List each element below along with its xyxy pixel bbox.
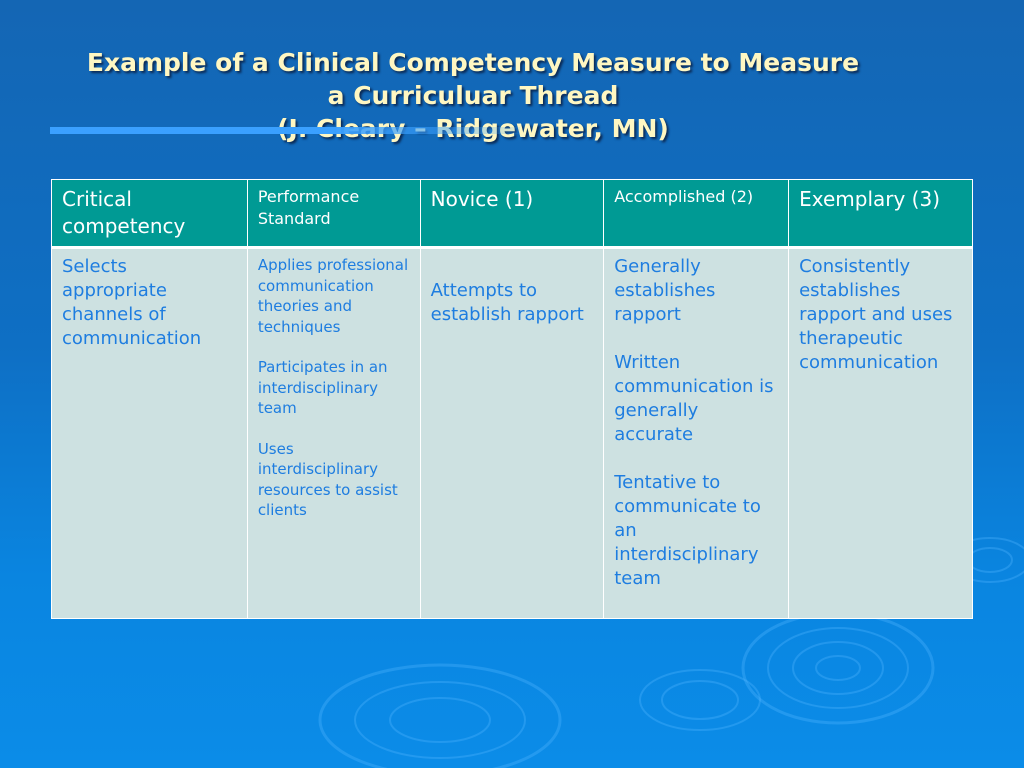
critical-competency-text: Selects appropriate channels of communic… (62, 256, 202, 349)
accomplished-item: Written communication is generally accur… (614, 352, 774, 445)
cell-performance-standard: Applies professional communication theor… (246, 247, 421, 619)
title-line-2: a Curriculuar Thread (327, 81, 619, 110)
title-underline-accent (50, 127, 520, 134)
header-novice: Novice (1) (419, 179, 605, 249)
header-performance-standard: Performance Standard (246, 179, 421, 249)
competency-rubric-table: Critical competency Performance Standard… (51, 179, 973, 619)
cell-novice: Attempts to establish rapport (419, 247, 605, 619)
table-row: Selects appropriate channels of communic… (51, 247, 973, 619)
header-row: Critical competency Performance Standard… (51, 179, 973, 249)
novice-text: Attempts to establish rapport (430, 280, 584, 325)
performance-standard-item: Participates in an interdisciplinary tea… (257, 358, 388, 417)
header-critical-competency: Critical competency (51, 179, 248, 249)
cell-critical-competency: Selects appropriate channels of communic… (51, 247, 248, 619)
header-accomplished: Accomplished (2) (603, 179, 790, 249)
accomplished-item: Tentative to communicate to an interdisc… (614, 472, 761, 589)
accomplished-item: Generally establishes rapport (614, 256, 716, 325)
cell-accomplished: Generally establishes rapport Written co… (603, 247, 790, 619)
performance-standard-item: Applies professional communication theor… (257, 256, 409, 336)
exemplary-text: Consistently establishes rapport and use… (799, 256, 953, 373)
header-exemplary: Exemplary (3) (788, 179, 973, 249)
cell-exemplary: Consistently establishes rapport and use… (788, 247, 973, 619)
title-line-1: Example of a Clinical Competency Measure… (86, 48, 860, 77)
performance-standard-item: Uses interdisciplinary resources to assi… (257, 439, 398, 520)
